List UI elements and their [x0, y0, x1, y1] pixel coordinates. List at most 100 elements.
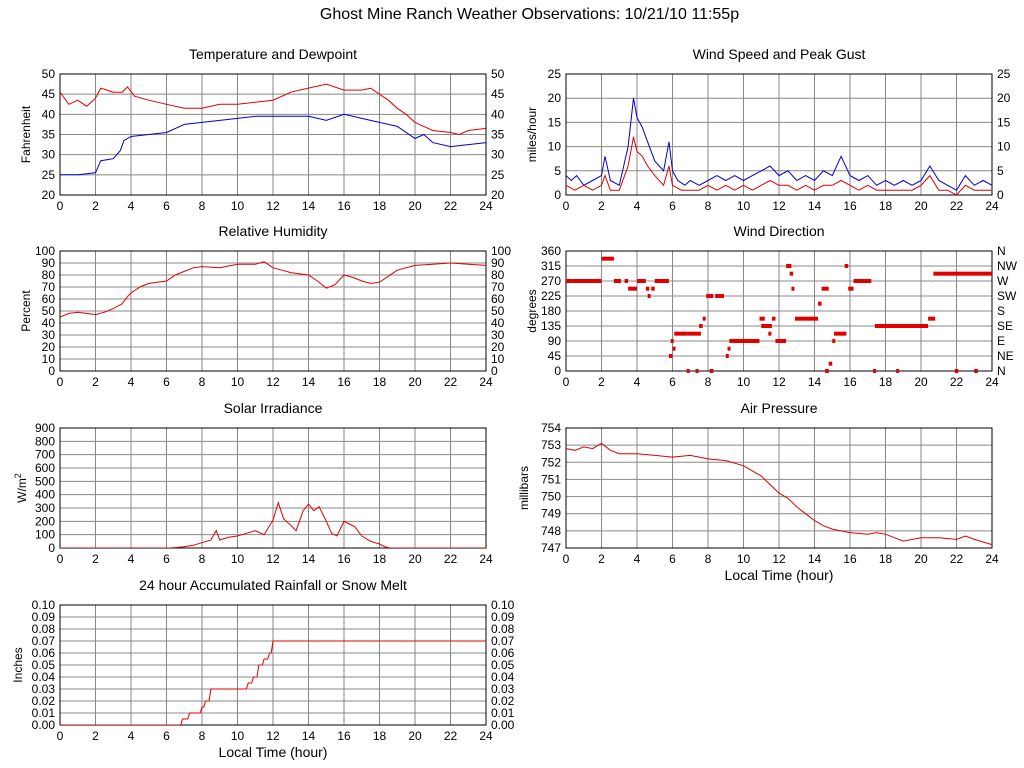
- x-tick-label: 4: [128, 199, 135, 213]
- x-tick-label: 22: [950, 199, 964, 213]
- direction-mark: [670, 339, 674, 343]
- direction-mark: [874, 324, 886, 328]
- x-tick-label: 20: [408, 199, 422, 213]
- y-right-tick-label: N: [997, 364, 1006, 378]
- x-tick-label: 16: [337, 552, 351, 566]
- x-tick-label: 16: [843, 199, 857, 213]
- page-title: Ghost Mine Ranch Weather Observations: 1…: [319, 6, 740, 23]
- y-right-tick-label: 80: [491, 268, 505, 282]
- x-tick-label: 8: [705, 552, 712, 566]
- x-tick-label: 4: [634, 199, 641, 213]
- x-tick-label: 22: [444, 375, 458, 389]
- y-right-tick-label: 0.00: [491, 718, 515, 732]
- y-right-tick-label: 70: [491, 280, 505, 294]
- x-tick-label: 20: [914, 199, 928, 213]
- y-tick-label: 900: [35, 421, 55, 435]
- series-line-peak-gust: [566, 98, 992, 191]
- series-line-wind-speed: [566, 136, 992, 195]
- y-tick-label: 0.07: [32, 634, 56, 648]
- y-right-tick-label: 0.06: [491, 646, 515, 660]
- y-right-tick-label: 0: [997, 188, 1004, 202]
- direction-mark: [768, 331, 772, 336]
- direction-mark: [775, 339, 787, 343]
- x-tick-label: 18: [879, 199, 893, 213]
- y-tick-label: 80: [42, 268, 56, 282]
- direction-mark: [954, 369, 959, 373]
- x-tick-label: 6: [163, 375, 170, 389]
- y-right-tick-label: NE: [997, 349, 1014, 363]
- direction-mark: [727, 346, 731, 351]
- y-tick-label: 360: [541, 244, 561, 258]
- y-tick-label: 90: [548, 334, 562, 348]
- y-tick-label: 40: [42, 316, 56, 330]
- plot-frame: [565, 250, 993, 372]
- direction-mark: [771, 316, 776, 321]
- y-right-tick-label: SW: [997, 289, 1017, 303]
- x-tick-label: 16: [843, 552, 857, 566]
- direction-mark: [613, 279, 622, 283]
- x-tick-label: 14: [808, 199, 822, 213]
- direction-mark: [885, 324, 929, 328]
- y-right-tick-label: 0.04: [491, 670, 515, 684]
- y-axis-label: Fahrenheit: [19, 105, 33, 163]
- series-line-temperature: [60, 83, 486, 136]
- y-tick-label: 0.10: [32, 598, 56, 612]
- x-tick-label: 20: [914, 552, 928, 566]
- y-tick-label: 70: [42, 280, 56, 294]
- y-tick-label: 0: [554, 188, 561, 202]
- y-tick-label: 300: [35, 501, 55, 515]
- x-tick-label: 10: [231, 552, 245, 566]
- y-right-tick-label: 30: [491, 328, 505, 342]
- y-tick-label: 500: [35, 474, 55, 488]
- direction-mark: [686, 369, 690, 373]
- x-tick-label: 0: [563, 199, 570, 213]
- x-tick-label: 0: [57, 729, 64, 743]
- y-right-tick-label: 50: [491, 304, 505, 318]
- y-right-tick-label: NW: [997, 259, 1018, 273]
- x-tick-label: 4: [128, 552, 135, 566]
- x-tick-label: 12: [772, 375, 786, 389]
- y-tick-label: 0.06: [32, 646, 56, 660]
- plot-frame: [565, 73, 993, 196]
- x-tick-label: 10: [231, 199, 245, 213]
- chart-title: Air Pressure: [740, 400, 817, 416]
- y-tick-label: 40: [42, 107, 56, 121]
- x-tick-label: 18: [879, 552, 893, 566]
- chart-title: Wind Speed and Peak Gust: [693, 46, 866, 62]
- x-tick-label: 24: [479, 375, 493, 389]
- y-tick-label: 0.04: [32, 670, 56, 684]
- x-axis-label: Local Time (hour): [725, 567, 834, 583]
- direction-mark: [725, 354, 729, 358]
- x-tick-label: 2: [92, 552, 99, 566]
- y-axis-label-sup: 2: [13, 473, 23, 478]
- y-tick-label: 600: [35, 461, 55, 475]
- y-right-tick-label: 0.08: [491, 622, 515, 636]
- chart-title: Solar Irradiance: [224, 400, 323, 416]
- y-axis-label: millibars: [517, 466, 531, 510]
- x-tick-label: 24: [985, 375, 999, 389]
- y-axis-label: W/m2: [13, 473, 29, 503]
- y-right-tick-label: W: [997, 274, 1009, 288]
- x-tick-label: 4: [634, 552, 641, 566]
- direction-mark: [789, 271, 794, 276]
- direction-mark: [651, 286, 655, 291]
- series-line-air-pressure: [566, 442, 992, 546]
- y-tick-label: 200: [35, 514, 55, 528]
- x-tick-label: 20: [408, 375, 422, 389]
- x-tick-label: 2: [92, 375, 99, 389]
- x-tick-label: 18: [879, 375, 893, 389]
- series-line-dewpoint: [60, 113, 486, 176]
- y-tick-label: 752: [541, 455, 561, 469]
- x-tick-label: 10: [737, 375, 751, 389]
- y-right-tick-label: 0.03: [491, 682, 515, 696]
- y-right-tick-label: 0.05: [491, 658, 515, 672]
- x-tick-label: 22: [950, 375, 964, 389]
- x-tick-label: 18: [373, 375, 387, 389]
- x-tick-label: 24: [985, 199, 999, 213]
- x-tick-label: 10: [737, 199, 751, 213]
- y-tick-label: 90: [42, 256, 56, 270]
- y-tick-label: 100: [35, 244, 55, 258]
- y-tick-label: 135: [541, 319, 561, 333]
- direction-mark: [601, 256, 614, 261]
